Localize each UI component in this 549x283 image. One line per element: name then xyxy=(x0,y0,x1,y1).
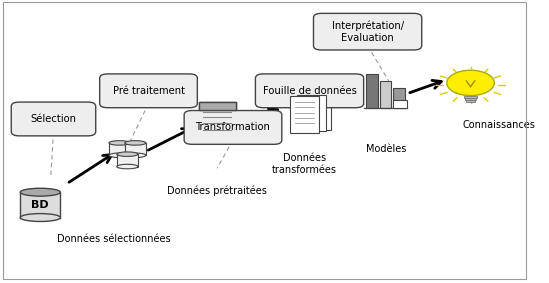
FancyBboxPatch shape xyxy=(11,102,96,136)
FancyBboxPatch shape xyxy=(255,74,363,108)
Bar xyxy=(20,192,60,218)
Text: Données
transformées: Données transformées xyxy=(272,153,337,175)
Bar xyxy=(296,95,326,131)
Text: Données prétraitées: Données prétraitées xyxy=(167,186,267,196)
Bar xyxy=(465,98,477,100)
Ellipse shape xyxy=(20,188,60,196)
Text: Sélection: Sélection xyxy=(31,114,76,124)
Ellipse shape xyxy=(117,164,138,169)
Ellipse shape xyxy=(117,152,138,156)
Text: Données sélectionnées: Données sélectionnées xyxy=(58,234,171,244)
Bar xyxy=(199,102,236,110)
Text: Transformation: Transformation xyxy=(195,123,271,132)
Text: BD: BD xyxy=(31,200,49,210)
Text: Connaissances: Connaissances xyxy=(463,120,535,130)
Bar xyxy=(380,81,391,108)
Bar xyxy=(394,100,407,108)
Bar xyxy=(366,74,378,108)
Bar xyxy=(302,93,332,130)
Text: Pré traitement: Pré traitement xyxy=(113,86,184,96)
Bar xyxy=(109,143,130,155)
Bar xyxy=(394,88,405,108)
Bar xyxy=(290,97,319,133)
Text: Fouille de données: Fouille de données xyxy=(262,86,356,96)
Text: Interprétation/
Evaluation: Interprétation/ Evaluation xyxy=(332,21,404,43)
Ellipse shape xyxy=(125,141,146,145)
Ellipse shape xyxy=(109,153,130,158)
Ellipse shape xyxy=(109,141,130,145)
FancyBboxPatch shape xyxy=(313,13,422,50)
Bar xyxy=(466,100,475,102)
Bar xyxy=(199,102,236,139)
Bar xyxy=(464,96,478,98)
FancyBboxPatch shape xyxy=(100,74,197,108)
Bar xyxy=(117,154,138,167)
Ellipse shape xyxy=(125,153,146,158)
Ellipse shape xyxy=(20,214,60,222)
FancyBboxPatch shape xyxy=(184,111,282,144)
Text: Modèles: Modèles xyxy=(366,143,406,154)
Bar xyxy=(125,143,146,155)
Circle shape xyxy=(447,70,494,96)
